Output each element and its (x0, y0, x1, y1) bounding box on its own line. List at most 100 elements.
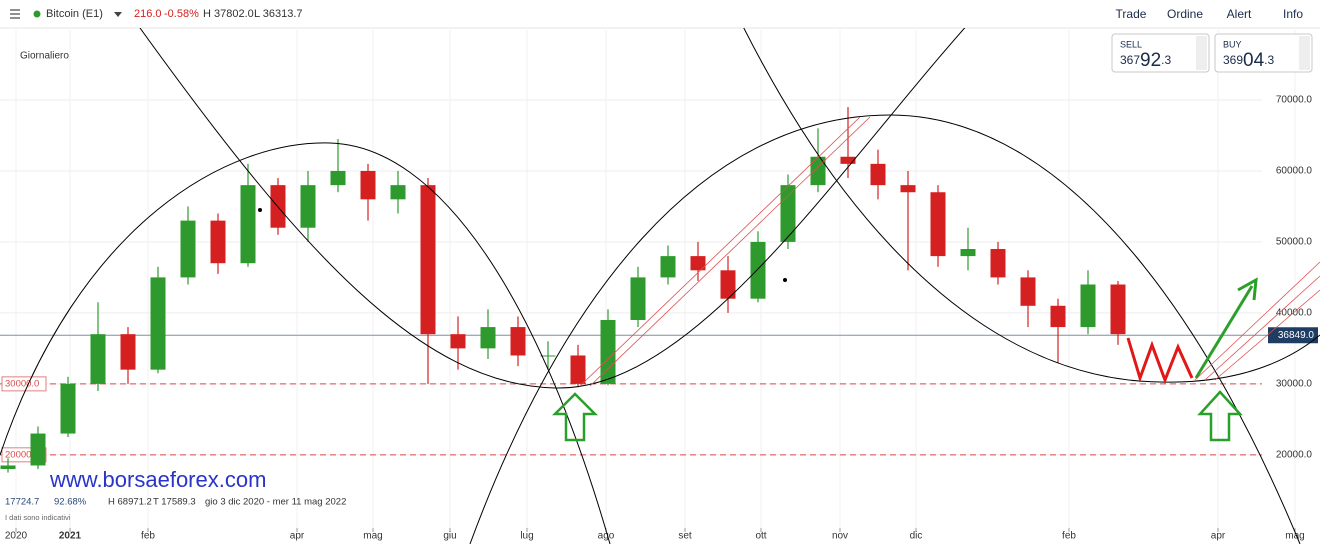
day-low: L 36313.7 (254, 8, 303, 20)
arc (0, 142, 611, 544)
candle-body (570, 355, 586, 384)
candle-body (900, 185, 916, 193)
anchor-dot (258, 208, 262, 212)
channel-line (1214, 289, 1320, 381)
menu-icon[interactable] (10, 9, 20, 19)
candle-body (450, 334, 466, 349)
menu-item[interactable]: Trade (1116, 7, 1147, 21)
candle-body (390, 185, 406, 200)
candle-body (360, 170, 376, 200)
x-tick-label: nov (832, 531, 848, 542)
candle-body (0, 465, 16, 470)
up-arrow (1197, 390, 1243, 442)
candle-body (1110, 284, 1126, 335)
x-tick-label: ott (755, 531, 766, 542)
candle-body (990, 249, 1006, 278)
price-prefix: 369 (1223, 53, 1243, 67)
channel-line (579, 116, 861, 387)
x-tick-label: mag (1285, 531, 1304, 542)
candle-body (600, 319, 616, 384)
x-tick-label: feb (1062, 531, 1076, 542)
candle-body (780, 185, 796, 242)
x-tick-label: lug (520, 531, 533, 542)
price-change: 216.0 (134, 8, 162, 20)
x-tick-label: dic (910, 531, 923, 542)
y-tick-label: 50000.0 (1276, 237, 1313, 248)
y-tick-label: 70000.0 (1276, 95, 1313, 106)
candle-body (690, 256, 706, 271)
menu-item[interactable]: Alert (1227, 7, 1252, 21)
stat: H 68971.2 (108, 497, 152, 508)
price-big: 04 (1243, 50, 1265, 71)
instrument-title[interactable]: Bitcoin (E1) (46, 8, 103, 20)
candle-body (210, 220, 226, 264)
price-change-pct: -0.58% (164, 8, 199, 20)
price-suffix: .3 (1264, 53, 1274, 67)
candle-body (510, 327, 526, 356)
candle-body (120, 334, 136, 370)
x-tick-label: 2021 (59, 531, 82, 542)
candle-body (720, 270, 736, 299)
level-label: 30000.0 (5, 378, 39, 389)
menu-item[interactable]: Ordine (1167, 7, 1203, 21)
candle-body (240, 185, 256, 264)
dropdown-arrow[interactable] (114, 12, 122, 17)
stat: T 17589.3 (153, 497, 196, 508)
candle-body (480, 327, 496, 349)
price-big: 92 (1140, 50, 1161, 71)
candle-body (1050, 305, 1066, 328)
x-tick-label: feb (141, 531, 155, 542)
status-dot (33, 10, 41, 18)
timeframe[interactable]: Giornaliero (20, 51, 69, 62)
candle-body (1020, 277, 1036, 306)
sell-label: SELL (1120, 39, 1142, 49)
candle-body (660, 256, 676, 278)
candle-body (180, 220, 196, 278)
level-tag (1, 376, 47, 392)
last-price-tag (1268, 327, 1318, 344)
x-tick-label: 2020 (5, 531, 28, 542)
zigzag-projection (1126, 337, 1194, 385)
anchor-dot (783, 278, 787, 282)
candle-body (90, 334, 106, 384)
x-tick-label: giu (443, 531, 456, 542)
buy-price: 36904.3 (1223, 50, 1275, 71)
y-tick-label: 20000.0 (1276, 449, 1313, 460)
x-tick-label: ago (598, 531, 615, 542)
up-arrow (551, 392, 599, 442)
grid (0, 30, 1296, 528)
x-tick-label: set (678, 531, 692, 542)
channel-line (1194, 261, 1320, 381)
candle-body (960, 249, 976, 257)
last-price-label: 36849.0 (1278, 330, 1315, 341)
candle-body (300, 185, 316, 228)
plot: 2020 2021 feb apr mag giu lug ago set ott nov dic fe… (0, 95, 1318, 542)
sell-button[interactable]: SELL 36792.3 (1111, 33, 1210, 73)
buy-button[interactable]: BUY 36904.3 (1214, 33, 1313, 73)
menu-item[interactable]: Info (1283, 7, 1303, 21)
stat: 92.68% (54, 497, 87, 508)
candle-body (870, 163, 886, 186)
sell-price: 36792.3 (1120, 50, 1172, 71)
channel-line (1204, 275, 1320, 381)
level-label: 20000.0 (5, 449, 39, 460)
candle-body (840, 156, 856, 164)
watermark: www.borsaeforex.com (49, 467, 266, 492)
disclaimer: I dati sono indicativi (5, 513, 71, 522)
header: Bitcoin (E1) 216.0 -0.58% H 37802.0 L 36… (0, 7, 1320, 29)
arc (139, 28, 966, 389)
day-high: H 37802.0 (203, 8, 254, 20)
candle-body (330, 170, 346, 186)
arc (743, 28, 1320, 383)
candle-body (30, 433, 46, 466)
candle-body (60, 383, 76, 434)
buy-label: BUY (1223, 39, 1242, 49)
x-tick-label: apr (1211, 531, 1226, 542)
candle-body (630, 277, 646, 320)
candle-body (150, 277, 166, 370)
x-tick-label: mag (363, 531, 382, 542)
projection-arrow-head (1237, 277, 1258, 301)
y-tick-label: 40000.0 (1276, 308, 1313, 319)
candle-body (750, 241, 766, 299)
